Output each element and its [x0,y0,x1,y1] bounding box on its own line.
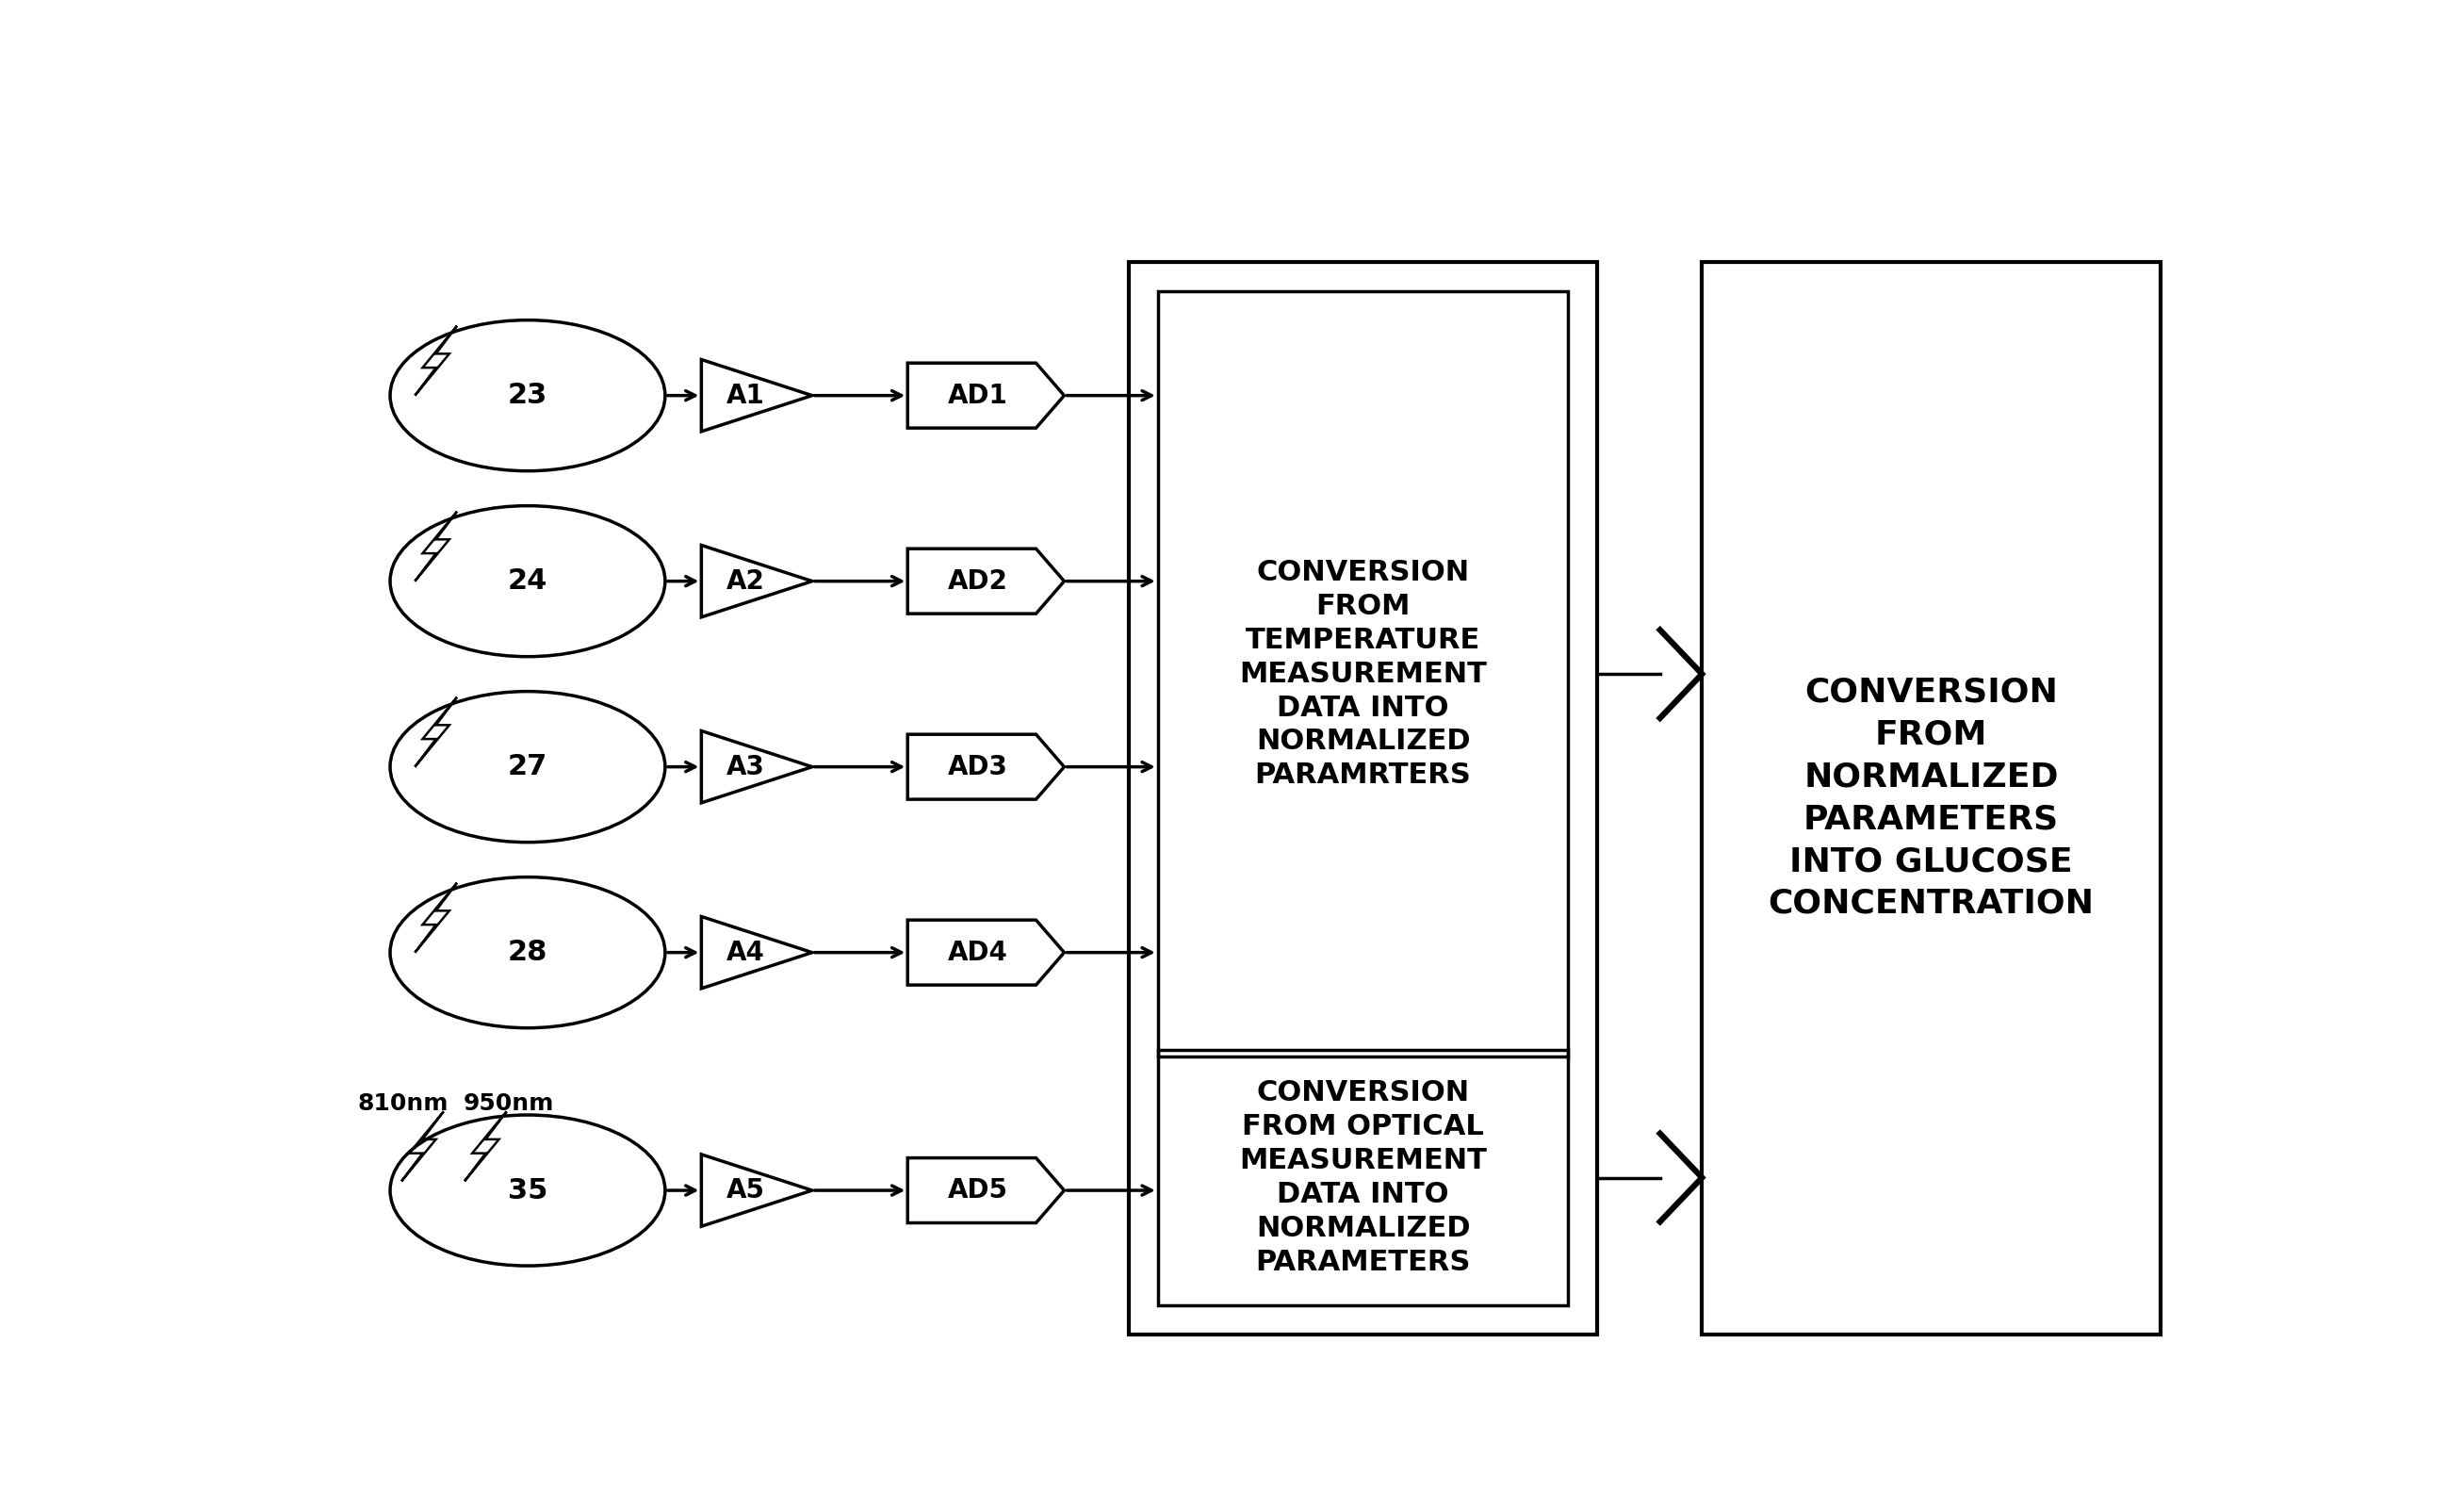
Text: CONVERSION
FROM
NORMALIZED
PARAMETERS
INTO GLUCOSE
CONCENTRATION: CONVERSION FROM NORMALIZED PARAMETERS IN… [1769,677,2094,919]
Text: AD1: AD1 [949,383,1008,408]
Text: CONVERSION
FROM OPTICAL
MEASUREMENT
DATA INTO
NORMALIZED
PARAMETERS: CONVERSION FROM OPTICAL MEASUREMENT DATA… [1239,1079,1486,1276]
Text: A5: A5 [727,1177,764,1204]
Text: AD3: AD3 [949,754,1008,781]
Text: A4: A4 [727,939,764,966]
Text: AD4: AD4 [949,939,1008,966]
Text: 27: 27 [508,754,547,781]
Text: A3: A3 [727,754,764,781]
Text: 28: 28 [508,939,547,966]
Text: 35: 35 [508,1177,547,1204]
Text: CONVERSION
FROM
TEMPERATURE
MEASUREMENT
DATA INTO
NORMALIZED
PARAMRTERS: CONVERSION FROM TEMPERATURE MEASUREMENT … [1239,559,1486,790]
Text: 950nm: 950nm [463,1093,554,1115]
Text: A2: A2 [727,568,764,594]
Text: 24: 24 [508,568,547,595]
Text: 810nm: 810nm [357,1093,448,1115]
Text: 23: 23 [508,381,547,410]
Text: AD5: AD5 [949,1177,1008,1204]
Text: A1: A1 [727,383,764,408]
Text: AD2: AD2 [949,568,1008,594]
